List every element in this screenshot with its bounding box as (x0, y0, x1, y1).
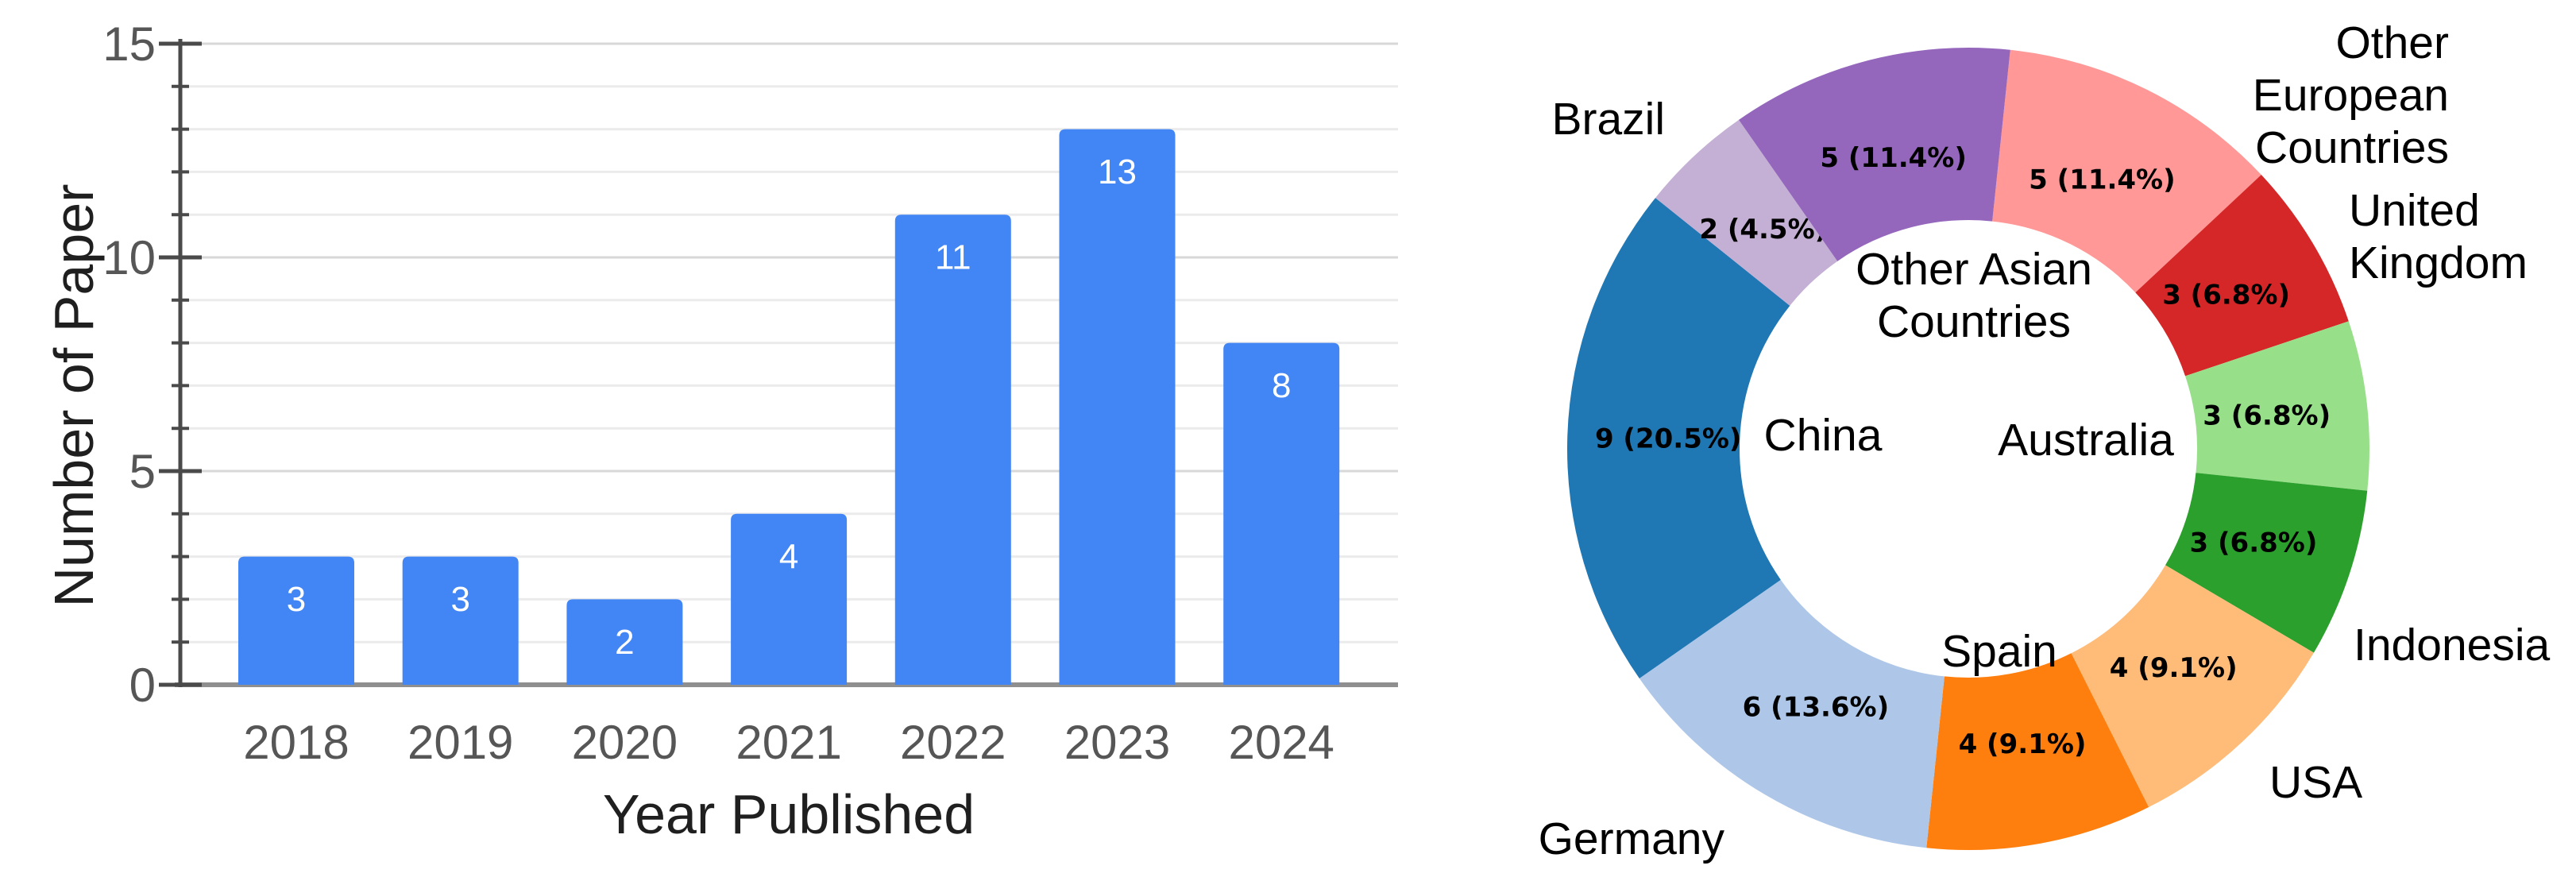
bar-2022 (894, 214, 1011, 685)
donut-label-united-kingdom: United Kingdom (2349, 184, 2528, 288)
slice-value-label: 5 (11.4%) (1820, 142, 1967, 174)
donut-label-spain: Spain (1941, 625, 2057, 677)
x-tick-label: 2018 (243, 716, 349, 769)
bar-value-label: 13 (1098, 153, 1137, 191)
y-tick-label: 10 (102, 231, 156, 284)
x-tick-label: 2019 (407, 716, 513, 769)
donut-slice-other-european-countries (1992, 49, 2261, 293)
slice-value-label: 5 (11.4%) (2029, 164, 2176, 196)
bar-2019 (402, 556, 519, 685)
slice-value-label: 4 (9.1%) (2110, 652, 2238, 684)
donut-slice-germany (1639, 579, 1945, 848)
donut-slice-united-kingdom (2135, 175, 2349, 377)
donut-label-other-european-countries: Other European Countries (2252, 17, 2450, 174)
x-tick-label: 2022 (900, 716, 1006, 769)
slice-value-label: 3 (6.8%) (2203, 400, 2331, 432)
bar-value-label: 4 (779, 537, 798, 576)
donut-slice-brazil (1655, 119, 1838, 306)
y-tick-label: 0 (129, 659, 156, 712)
bar-value-label: 11 (935, 238, 971, 277)
donut-label-usa: USA (2269, 756, 2363, 808)
donut-label-china: China (1763, 409, 1883, 461)
donut-slice-indonesia (2165, 473, 2368, 653)
x-tick-label: 2021 (736, 716, 841, 769)
bar-value-label: 2 (615, 623, 634, 662)
donut-label-australia: Australia (1998, 414, 2174, 466)
bar-2024 (1223, 342, 1340, 685)
y-tick-label: 5 (129, 445, 156, 498)
bar-2020 (566, 599, 683, 685)
bar-value-label: 3 (450, 580, 469, 619)
bar-y-axis-title: Number of Paper (43, 184, 105, 608)
donut-label-germany: Germany (1538, 813, 1724, 864)
donut-label-other-asian-countries: Other Asian Countries (1856, 243, 2092, 347)
donut-slice-spain (1926, 653, 2149, 850)
donut-slice-china (1567, 198, 1790, 678)
slice-value-label: 6 (13.6%) (1743, 692, 1890, 724)
bar-chart-plot: 0 5 10 15 3 2018 3 2019 2 2020 4 2021 11 2022 13 2023 8 2… (102, 17, 1398, 769)
donut-slice-other-asian-countries (1739, 48, 2010, 261)
bar-x-axis-title: Year Published (602, 783, 975, 845)
slice-value-label: 2 (4.5%) (1699, 214, 1827, 245)
y-tick-label: 15 (102, 17, 156, 71)
bar-2023 (1059, 129, 1176, 686)
donut-slice-usa (2071, 565, 2314, 808)
slice-value-label: 3 (6.8%) (2190, 527, 2318, 559)
bar-2021 (731, 513, 848, 685)
slice-value-label: 4 (9.1%) (1959, 728, 2087, 760)
donut-label-indonesia: Indonesia (2354, 619, 2551, 670)
x-tick-label: 2024 (1228, 716, 1334, 769)
x-tick-label: 2020 (572, 716, 678, 769)
slice-value-label: 3 (6.8%) (2162, 279, 2290, 311)
bar-value-label: 8 (1272, 366, 1291, 405)
donut-slice-australia (2185, 321, 2369, 491)
donut-chart-plot: 5 (11.4%) 3 (6.8%) 3 (6.8%) 3 (6.8%) 4 (9.1%… (1567, 48, 2369, 850)
donut-label-brazil: Brazil (1551, 93, 1665, 145)
bar-value-label: 3 (287, 580, 306, 619)
bar-2018 (238, 556, 354, 685)
x-tick-label: 2023 (1064, 716, 1170, 769)
slice-value-label: 9 (20.5%) (1595, 423, 1742, 454)
